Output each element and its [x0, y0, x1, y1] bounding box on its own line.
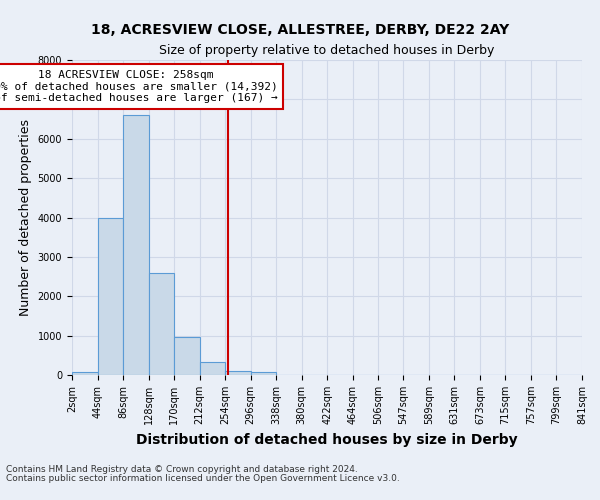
Bar [200, 362, 225, 375]
Bar [123, 115, 149, 375]
Text: Contains public sector information licensed under the Open Government Licence v3: Contains public sector information licen… [6, 474, 400, 483]
Bar [98, 218, 123, 375]
Bar [174, 337, 200, 375]
Bar [72, 372, 98, 375]
Y-axis label: Number of detached properties: Number of detached properties [19, 119, 32, 316]
Text: 18 ACRESVIEW CLOSE: 258sqm
← 99% of detached houses are smaller (14,392)
1% of s: 18 ACRESVIEW CLOSE: 258sqm ← 99% of deta… [0, 70, 277, 103]
Text: Contains HM Land Registry data © Crown copyright and database right 2024.: Contains HM Land Registry data © Crown c… [6, 466, 358, 474]
Title: Size of property relative to detached houses in Derby: Size of property relative to detached ho… [160, 44, 494, 58]
Text: 18, ACRESVIEW CLOSE, ALLESTREE, DERBY, DE22 2AY: 18, ACRESVIEW CLOSE, ALLESTREE, DERBY, D… [91, 22, 509, 36]
Bar [251, 372, 276, 375]
Bar [149, 272, 174, 375]
Bar [225, 370, 251, 375]
X-axis label: Distribution of detached houses by size in Derby: Distribution of detached houses by size … [136, 432, 518, 446]
